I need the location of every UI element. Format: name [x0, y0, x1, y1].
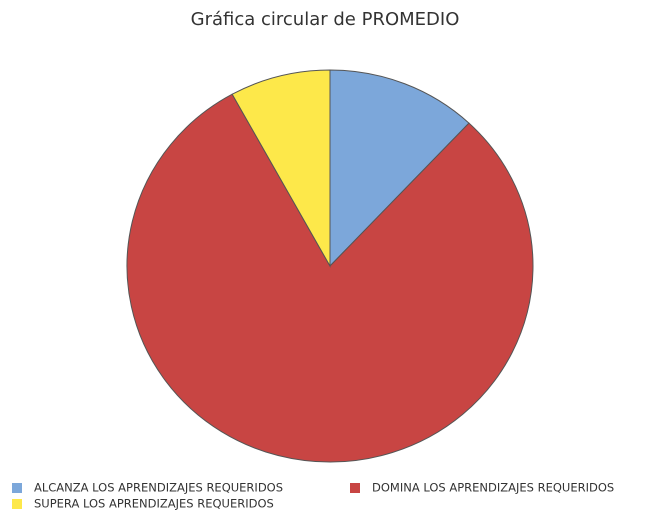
pie-slice [126, 93, 534, 463]
legend-swatch [12, 483, 22, 493]
legend-swatch [350, 483, 360, 493]
legend-swatch [12, 499, 22, 509]
legend-label: DOMINA LOS APRENDIZAJES REQUERIDOS [372, 481, 614, 495]
pie-slice [329, 69, 470, 268]
legend-label: SUPERA LOS APRENDIZAJES REQUERIDOS [34, 497, 274, 511]
pie-slice [231, 69, 331, 268]
legend-label: ALCANZA LOS APRENDIZAJES REQUERIDOS [34, 481, 283, 495]
chart-title: Gráfica circular de PROMEDIO [191, 9, 460, 30]
